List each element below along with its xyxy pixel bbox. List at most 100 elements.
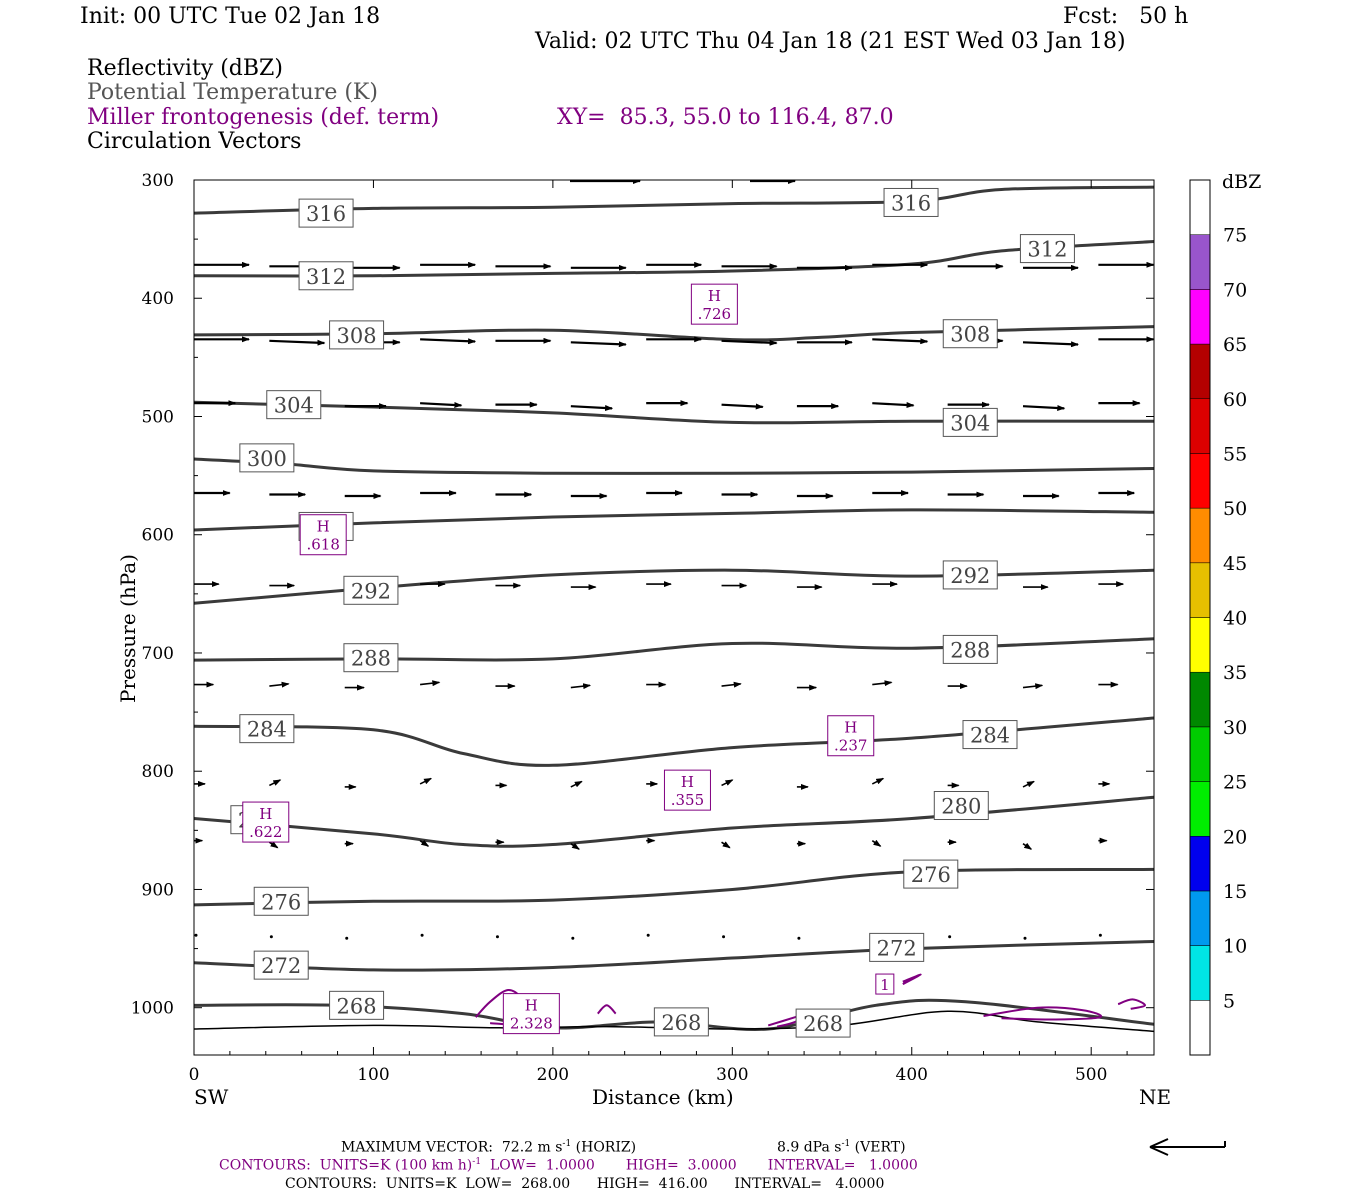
circulation-vector [721,339,778,346]
frontogenesis-max-label: H.237 [827,715,875,757]
svg-text:2.328: 2.328 [510,1015,553,1033]
colorbar-level-label: 35 [1223,662,1247,684]
circulation-vector [420,338,477,345]
svg-text:304: 304 [274,394,314,418]
circulation-vector [721,841,731,849]
y-tick-label: 400 [142,289,174,309]
svg-text:H: H [681,773,694,791]
svg-text:312: 312 [306,265,346,289]
circulation-vector [495,935,499,939]
frontogenesis-contour [596,1004,617,1015]
svg-text:300: 300 [247,447,287,471]
circulation-vector [570,842,580,850]
theta-contour-label: 312 [298,261,354,291]
circulation-vector [1022,341,1080,348]
colorbar-level-label: 15 [1223,881,1247,903]
theta-contour-label: 316 [883,187,939,217]
x-tick-label: 0 [189,1065,200,1085]
circulation-vector [1022,404,1066,411]
theta-contour-label: 292 [343,575,399,605]
circulation-vector [872,338,929,345]
colorbar-swatch [1189,398,1211,454]
colorbar-level-label: 50 [1223,498,1247,520]
theta-contour-284 [194,716,1154,767]
svg-text:.622: .622 [249,823,282,841]
circulation-vector [721,681,742,688]
theta-contour-312 [194,240,1154,278]
theta-contour-label: 268 [653,1007,709,1037]
theta-contour-label: 272 [869,932,925,962]
svg-text:292: 292 [950,564,990,588]
svg-text:312: 312 [1027,238,1067,262]
colorbar-swatch [1189,836,1211,892]
cross-section-xy: XY= 85.3, 55.0 to 116.4, 87.0 [557,105,894,130]
x-left-label: SW [194,1085,229,1109]
circulation-vector [420,401,463,408]
theta-contour-304 [194,400,1154,425]
svg-text:316: 316 [891,191,931,215]
theta-contour-label: 272 [253,950,309,980]
colorbar-level-label: 40 [1223,608,1247,630]
footer-theta-contours: CONTOURS: UNITS=K LOW= 268.00 HIGH= 416.… [285,1176,885,1192]
theta-contour-label: 300 [239,443,295,473]
colorbar-swatch [1189,890,1211,946]
colorbar-swatch [1189,562,1211,618]
colorbar-swatch [1189,781,1211,837]
field-potential-temperature: Potential Temperature (K) [87,80,378,105]
circulation-vector [948,935,952,939]
circulation-vector [570,683,592,690]
svg-text:.618: .618 [306,536,339,554]
circulation-vector [571,936,575,940]
svg-text:H: H [259,805,272,823]
theta-contour-288 [194,637,1154,662]
svg-text:288: 288 [950,638,990,662]
circulation-vector [1022,842,1033,850]
svg-text:276: 276 [261,890,301,914]
x-tick-label: 200 [537,1065,569,1085]
svg-text:272: 272 [261,954,301,978]
theta-contour-label: 284 [239,714,295,744]
colorbar-title: dBZ [1222,171,1261,193]
svg-text:268: 268 [661,1011,701,1035]
circulation-vector [570,341,627,348]
theta-contour-300 [194,457,1154,475]
svg-text:288: 288 [351,647,391,671]
field-circulation-vectors: Circulation Vectors [87,129,302,154]
circulation-vector [269,681,290,688]
circulation-vector [1098,933,1102,937]
svg-text:292: 292 [351,579,391,603]
frontogenesis-max-label: H2.328 [502,993,560,1035]
field-reflectivity: Reflectivity (dBZ) [87,56,283,81]
svg-text:308: 308 [950,323,990,347]
theta-contour-label: 288 [343,643,399,673]
svg-text:276: 276 [911,863,951,887]
colorbar-swatch [1189,179,1211,235]
theta-contour-label: 276 [903,859,959,889]
svg-text:H: H [525,997,538,1015]
svg-text:.355: .355 [671,791,704,809]
svg-text:308: 308 [337,324,377,348]
colorbar-level-label: 70 [1223,279,1247,301]
forecast-hour: Fcst: 50 h [1063,4,1189,29]
circulation-vector [194,933,198,937]
svg-text:280: 280 [941,795,981,819]
circulation-vector [871,839,882,847]
circulation-vector [871,777,885,785]
colorbar-swatch [1189,617,1211,673]
x-axis-label: Distance (km) [592,1085,734,1109]
colorbar-swatch [1189,671,1211,728]
svg-text:316: 316 [306,202,346,226]
svg-text:304: 304 [950,411,990,435]
circulation-vector [570,404,614,411]
colorbar-level-label: 65 [1223,334,1247,356]
theta-contour-296 [194,508,1154,532]
init-time: Init: 00 UTC Tue 02 Jan 18 [80,4,381,29]
y-tick-label: 800 [142,762,174,782]
colorbar-frame [1189,179,1211,1056]
colorbar-level-label: 20 [1223,826,1247,848]
circulation-vector [419,777,432,785]
theta-contour-label: 304 [942,407,998,437]
svg-text:H: H [844,719,857,737]
theta-contour-label: 268 [795,1008,851,1038]
